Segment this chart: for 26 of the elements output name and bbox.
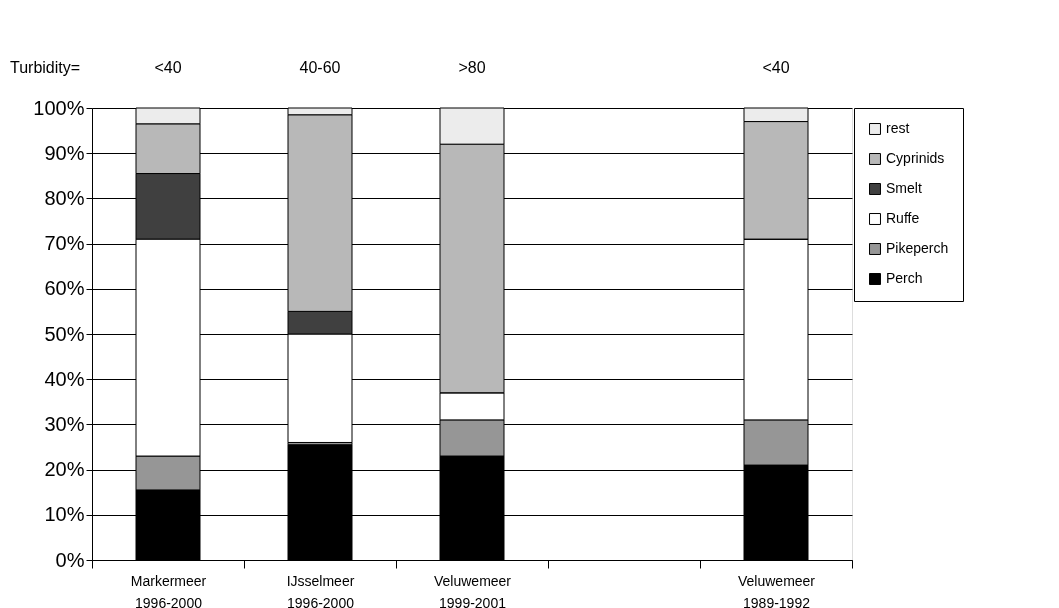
- legend-label: Perch: [886, 270, 923, 286]
- legend-label: Smelt: [886, 180, 922, 196]
- y-tick-label: 90%: [44, 141, 85, 164]
- x-tick-label: Veluwemeer 1989-1992: [737, 572, 816, 608]
- text: <40: [762, 59, 790, 76]
- y-tick-label: 70%: [44, 232, 85, 255]
- legend-label: Pikeperch: [886, 240, 949, 256]
- y-tick-label: 20%: [44, 458, 85, 481]
- text: Turbidity=: [10, 59, 81, 76]
- text: >80: [458, 59, 486, 76]
- legend-label: Ruffe: [886, 210, 920, 226]
- y-tick-label: 0%: [55, 548, 85, 571]
- y-tick-label: 100%: [33, 96, 85, 119]
- y-tick-label: 60%: [44, 277, 85, 300]
- legend-label: Cyprinids: [886, 150, 945, 166]
- x-tick-label: IJsselmeer 1996-2000: [286, 572, 355, 608]
- y-tick-label: 30%: [44, 412, 85, 435]
- legend-label: rest: [886, 120, 910, 136]
- y-tick-label: 10%: [44, 503, 85, 526]
- y-tick-label: 80%: [44, 186, 85, 209]
- text: <40: [154, 59, 182, 76]
- text: 40-60: [299, 59, 341, 76]
- x-tick-label: Markermeer 1996-2000: [130, 572, 207, 608]
- y-tick-label: 50%: [44, 322, 85, 345]
- y-tick-label: 40%: [44, 367, 85, 390]
- x-tick-label: Veluwemeer 1999-2001: [433, 572, 512, 608]
